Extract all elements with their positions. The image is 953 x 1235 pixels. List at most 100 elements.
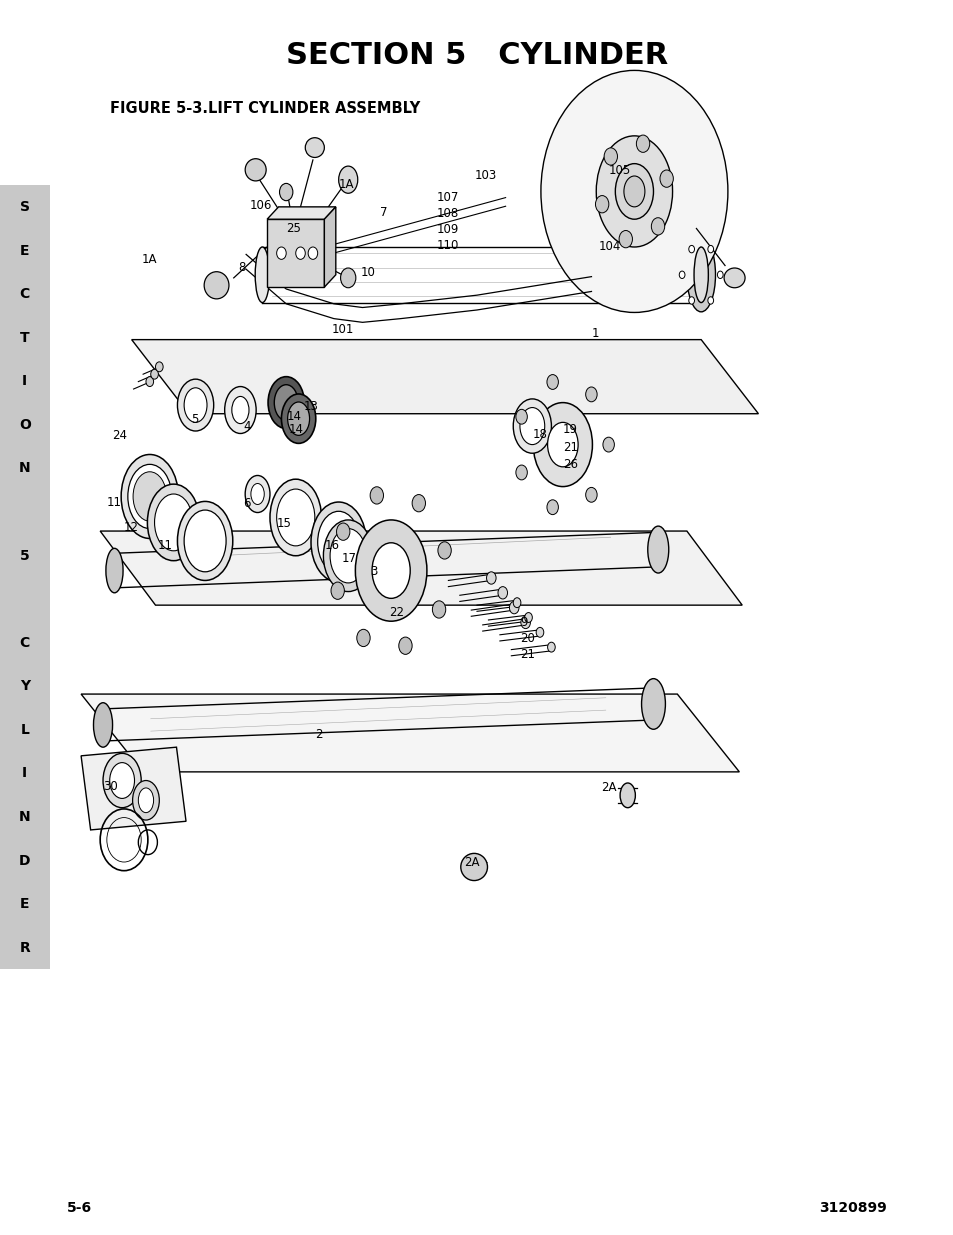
Text: 13: 13 — [303, 400, 318, 412]
Circle shape — [659, 170, 673, 188]
Circle shape — [412, 494, 425, 511]
Ellipse shape — [93, 703, 112, 747]
Text: Y: Y — [20, 679, 30, 693]
Text: C: C — [20, 288, 30, 301]
Ellipse shape — [694, 247, 707, 303]
Circle shape — [279, 184, 293, 201]
Ellipse shape — [232, 396, 249, 424]
Ellipse shape — [147, 484, 200, 561]
Ellipse shape — [533, 403, 592, 487]
Text: 10: 10 — [360, 267, 375, 279]
Ellipse shape — [317, 511, 359, 573]
Ellipse shape — [106, 548, 123, 593]
Ellipse shape — [615, 164, 653, 220]
Text: 21: 21 — [562, 441, 578, 453]
Polygon shape — [324, 206, 335, 287]
Ellipse shape — [596, 136, 672, 247]
Text: 14: 14 — [286, 410, 301, 422]
Polygon shape — [267, 220, 324, 287]
Text: O: O — [19, 417, 30, 432]
Text: 19: 19 — [562, 424, 578, 436]
Text: 3: 3 — [370, 566, 377, 578]
Text: 4: 4 — [243, 420, 251, 432]
Text: 9: 9 — [519, 616, 527, 629]
Text: 5: 5 — [20, 548, 30, 563]
Ellipse shape — [245, 159, 266, 182]
Ellipse shape — [121, 454, 178, 538]
Circle shape — [524, 613, 532, 622]
Circle shape — [356, 630, 370, 647]
Text: 14: 14 — [289, 424, 304, 436]
Text: 104: 104 — [598, 241, 620, 253]
Circle shape — [707, 246, 713, 253]
Ellipse shape — [254, 247, 269, 303]
Circle shape — [516, 466, 527, 480]
Circle shape — [308, 247, 317, 259]
Text: E: E — [20, 897, 30, 911]
Text: 101: 101 — [332, 324, 354, 336]
Circle shape — [546, 374, 558, 389]
Polygon shape — [81, 747, 186, 830]
Text: 110: 110 — [436, 240, 458, 252]
Text: T: T — [20, 331, 30, 345]
Circle shape — [509, 601, 518, 614]
Ellipse shape — [641, 679, 665, 729]
Circle shape — [432, 601, 445, 619]
Ellipse shape — [128, 464, 172, 529]
Text: I: I — [22, 767, 28, 781]
Ellipse shape — [184, 388, 207, 422]
Text: 5: 5 — [191, 414, 198, 426]
Text: 2A: 2A — [464, 856, 479, 868]
Text: 22: 22 — [389, 606, 404, 619]
Circle shape — [636, 135, 649, 152]
Polygon shape — [267, 206, 335, 220]
Text: 2: 2 — [314, 729, 322, 741]
Ellipse shape — [547, 422, 578, 467]
Circle shape — [437, 542, 451, 559]
Text: 109: 109 — [436, 224, 458, 236]
Circle shape — [336, 524, 350, 541]
Circle shape — [585, 488, 597, 503]
Circle shape — [331, 582, 344, 599]
Polygon shape — [100, 531, 741, 605]
Text: SECTION 5   CYLINDER: SECTION 5 CYLINDER — [286, 41, 667, 70]
Ellipse shape — [276, 489, 314, 546]
Polygon shape — [132, 340, 758, 414]
Ellipse shape — [519, 408, 544, 445]
Ellipse shape — [177, 379, 213, 431]
Circle shape — [276, 247, 286, 259]
Text: L: L — [20, 722, 30, 737]
Circle shape — [547, 642, 555, 652]
Circle shape — [398, 637, 412, 655]
Circle shape — [486, 572, 496, 584]
Circle shape — [540, 70, 727, 312]
Circle shape — [595, 195, 608, 212]
Text: 106: 106 — [250, 199, 272, 211]
Ellipse shape — [251, 484, 264, 504]
Ellipse shape — [311, 501, 366, 583]
Ellipse shape — [204, 272, 229, 299]
Text: 1: 1 — [591, 327, 598, 340]
Ellipse shape — [268, 377, 304, 429]
Ellipse shape — [460, 853, 487, 881]
Circle shape — [603, 148, 617, 165]
Bar — [0, 185, 50, 969]
Ellipse shape — [330, 529, 366, 583]
Text: 8: 8 — [238, 262, 246, 274]
Text: FIGURE 5-3.LIFT CYLINDER ASSEMBLY: FIGURE 5-3.LIFT CYLINDER ASSEMBLY — [110, 101, 419, 116]
Ellipse shape — [355, 520, 426, 621]
Text: 1A: 1A — [141, 253, 156, 266]
Circle shape — [546, 500, 558, 515]
Text: 24: 24 — [112, 430, 128, 442]
Ellipse shape — [323, 520, 373, 592]
Text: N: N — [19, 462, 30, 475]
Circle shape — [340, 268, 355, 288]
Circle shape — [155, 362, 163, 372]
Text: 12: 12 — [124, 521, 139, 534]
Text: C: C — [20, 636, 30, 650]
Circle shape — [295, 247, 305, 259]
Circle shape — [513, 598, 520, 608]
Ellipse shape — [305, 137, 324, 158]
Ellipse shape — [177, 501, 233, 580]
Circle shape — [516, 409, 527, 424]
